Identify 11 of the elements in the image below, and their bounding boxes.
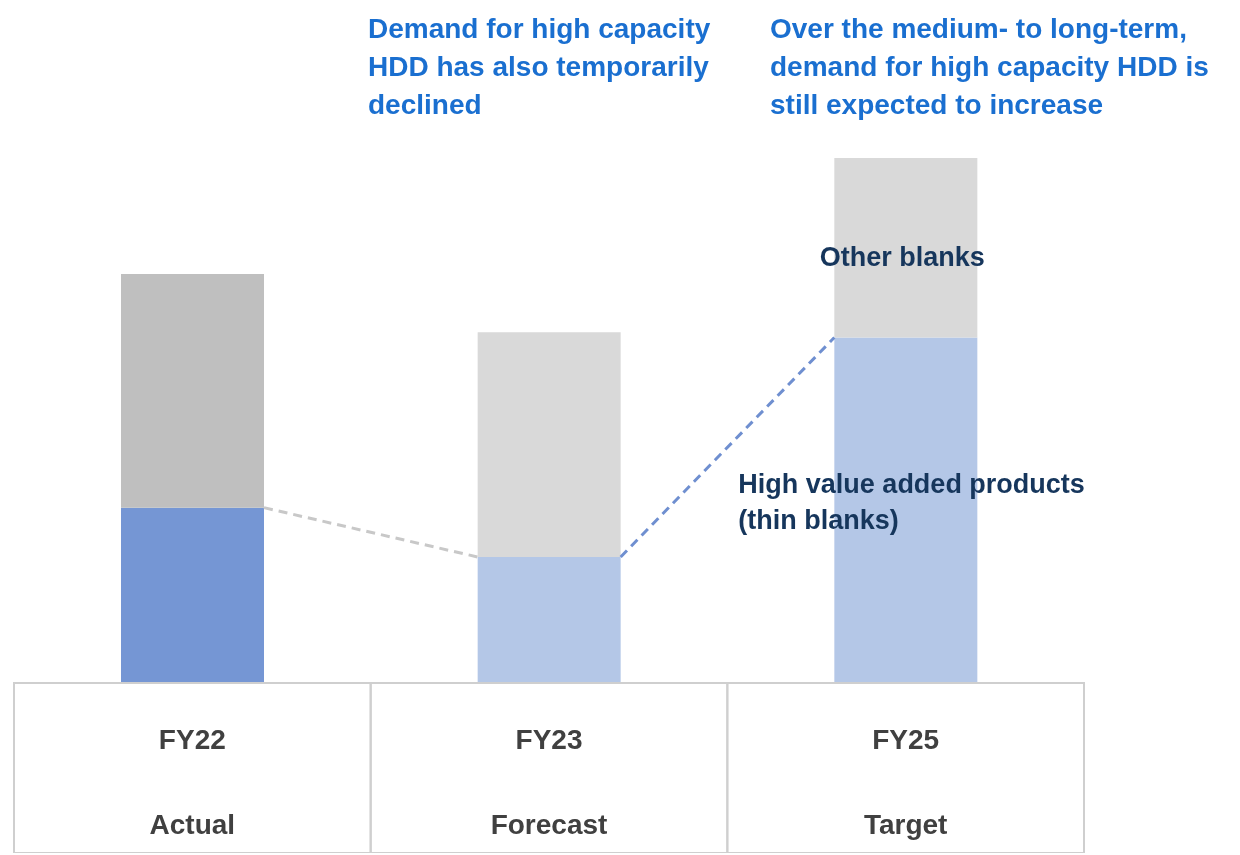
- bar: [121, 274, 264, 508]
- series-label: High value added products (thin blanks): [738, 469, 1085, 535]
- bar: [477, 332, 621, 557]
- category-label: FY22 Actual: [149, 724, 236, 840]
- bar: [477, 557, 621, 683]
- series-label: Other blanks: [819, 241, 985, 272]
- bar: [121, 507, 264, 683]
- text: Demand for high capacity HDD has also temporarily declined: [368, 12, 712, 122]
- text: Over the medium- to long-term, demand for high capacity HDD is still expected to increase: [770, 12, 1210, 122]
- category-label: FY23 Forecast: [490, 724, 608, 840]
- category-label: FY25 Target: [863, 724, 948, 840]
